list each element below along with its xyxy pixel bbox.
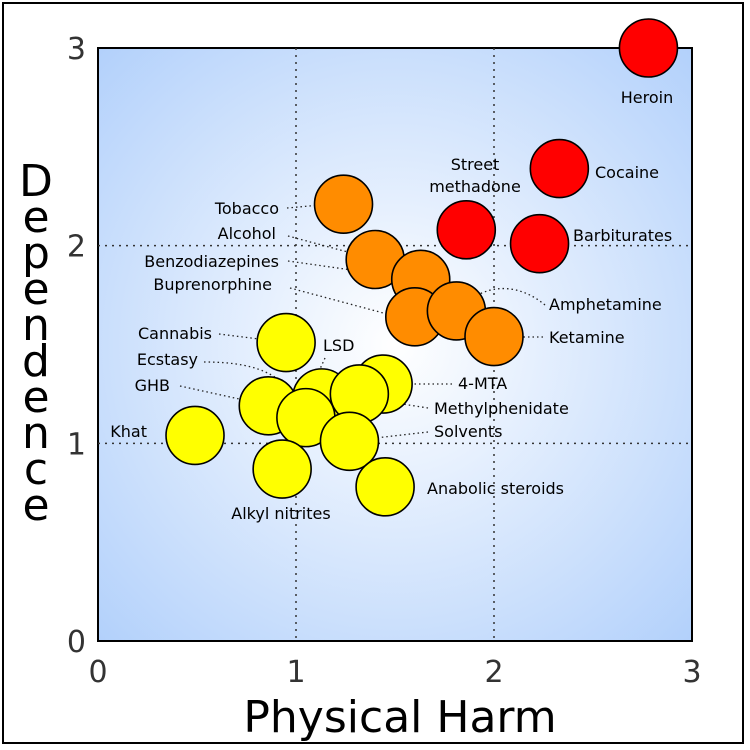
bubble-khat [165, 405, 225, 466]
bubble-anabolic-steroids [355, 457, 415, 517]
bubble-alkyl-nitrites [252, 439, 312, 499]
bubble-barbiturates [509, 213, 570, 274]
label-barbiturates: Barbiturates [573, 226, 672, 245]
label-anabolic-steroids: Anabolic steroids [427, 479, 564, 498]
label-ghb: GHB [135, 376, 170, 395]
y-tick-label: 2 [67, 230, 86, 265]
y-tick-label: 0 [67, 625, 86, 660]
bubble-heroin [618, 18, 679, 78]
label-alcohol: Alcohol [218, 224, 276, 243]
label-benzodiazepines: Benzodiazepines [144, 252, 279, 271]
label-4-mta: 4-MTA [458, 374, 507, 393]
plot-area [97, 47, 693, 642]
x-tick-label: 2 [484, 655, 503, 690]
y-tick-label: 1 [67, 427, 86, 462]
label-cocaine: Cocaine [595, 163, 659, 182]
label-tobacco: Tobacco [214, 199, 279, 218]
leader-ecstasy [203, 361, 306, 419]
bubble-street-methadone [436, 200, 497, 260]
point-labels: Heroin Cocaine Street methadone Barbiturates… [110, 88, 673, 523]
leader-alcohol [287, 235, 371, 259]
label-ecstasy: Ecstasy [137, 350, 198, 369]
leader-tobacco [286, 203, 333, 209]
x-tick-label: 3 [682, 655, 701, 690]
label-amphetamine: Amphetamine [549, 295, 662, 314]
label-ketamine: Ketamine [549, 328, 625, 347]
bubbles [165, 18, 679, 517]
label-heroin: Heroin [621, 88, 673, 107]
y-tick-label: 3 [67, 32, 86, 67]
bubble-tobacco [313, 174, 374, 234]
label-solvents: Solvents [434, 422, 502, 441]
bubble-cocaine [529, 138, 590, 199]
leader-cannabis [218, 333, 284, 343]
x-tick-label: 0 [88, 655, 107, 690]
x-axis-title: Physical Harm [243, 692, 556, 743]
label-buprenorphine: Buprenorphine [153, 275, 272, 294]
label-alkyl-nitrites: Alkyl nitrites [231, 504, 330, 523]
x-tick-label: 1 [286, 655, 305, 690]
leader-buprenorphine [289, 287, 403, 319]
tick-labels: 0 1 2 3 0 1 2 3 [67, 32, 702, 690]
bubble-solvents [319, 411, 380, 472]
bubble-cannabis [256, 312, 316, 373]
label-khat: Khat [110, 422, 147, 441]
leader-ghb [179, 385, 263, 405]
label-cannabis: Cannabis [138, 324, 212, 343]
label-lsd: LSD [323, 336, 354, 355]
label-street-methadone: Street methadone [429, 155, 521, 196]
label-methylphenidate: Methylphenidate [434, 399, 569, 418]
bubble-ketamine [464, 306, 524, 367]
